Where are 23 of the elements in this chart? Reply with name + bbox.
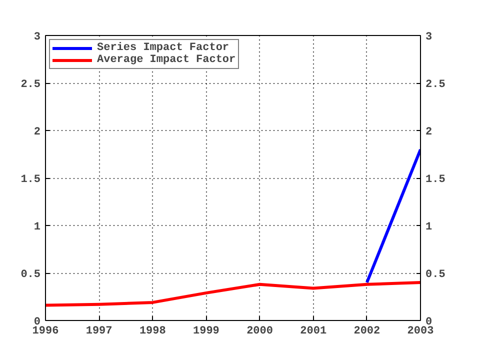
x-tick-label: 1998 xyxy=(139,326,166,338)
y2-tick-label: 3 xyxy=(426,32,432,44)
y-tick-label: 1.5 xyxy=(20,174,41,186)
x-tick-label: 2002 xyxy=(354,326,380,338)
legend-label: Series Impact Factor xyxy=(97,42,230,54)
x-tick-label: 2000 xyxy=(246,326,273,338)
y2-tick-label: 2 xyxy=(426,126,432,138)
x-tick-label: 1997 xyxy=(86,326,112,338)
x-tick-label: 1999 xyxy=(193,326,220,338)
y2-tick-label: 1 xyxy=(426,222,432,234)
line-series xyxy=(46,281,420,307)
y-tick-label: 1 xyxy=(34,222,41,234)
y-tick-label: 2 xyxy=(34,126,41,138)
x-tick-label: 2003 xyxy=(407,326,434,338)
y2-tick-label: 0.5 xyxy=(426,269,446,281)
x-tick-label: 2001 xyxy=(300,326,327,338)
y-tick-label: 2.5 xyxy=(20,79,41,91)
y-tick-label: 3 xyxy=(34,32,41,44)
x-tick-label: 1996 xyxy=(32,326,59,338)
y2-tick-label: 1.5 xyxy=(426,174,446,186)
legend-label: Average Impact Factor xyxy=(97,54,236,66)
y2-tick-label: 2.5 xyxy=(426,79,446,91)
y-tick-label: 0.5 xyxy=(20,269,41,281)
